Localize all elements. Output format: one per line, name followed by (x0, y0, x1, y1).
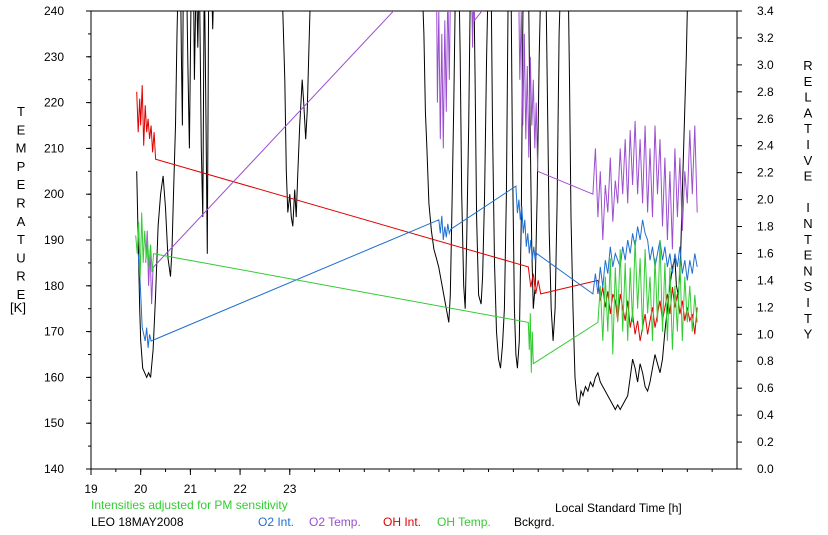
station-date: LEO 18MAY2008 (91, 515, 184, 529)
y-left-tick-label: 140 (44, 462, 64, 476)
right-axis-label-letter: Y (804, 327, 813, 342)
y-right-tick-label: 2.6 (757, 112, 774, 126)
left-axis-label-letter: M (16, 141, 27, 156)
y-right-tick-label: 0.2 (757, 435, 774, 449)
y-left-tick-label: 150 (44, 416, 64, 430)
y-right-tick-label: 3.4 (757, 4, 774, 18)
y-right-tick-label: 3.0 (757, 58, 774, 72)
y-left-tick-label: 160 (44, 370, 64, 384)
y-left-tick-label: 220 (44, 96, 64, 110)
x-tick-label: 19 (84, 482, 98, 496)
series-line-ohtemp (135, 212, 698, 373)
left-axis-label-letter: R (16, 269, 25, 284)
y-left-tick-label: 210 (44, 141, 64, 155)
x-tick-label: 20 (134, 482, 148, 496)
series-line-o2int (137, 185, 698, 348)
y-right-tick-label: 0.6 (757, 381, 774, 395)
left-axis-label-letter: T (17, 104, 25, 119)
y-right-tick-label: 0.8 (757, 354, 774, 368)
right-axis-label-letter: E (804, 169, 813, 184)
left-axis-label-letter: E (17, 122, 26, 137)
y-left-axis: 140 150 160 170 180 190 200 210 220 230 240 (44, 4, 91, 476)
left-axis-label-letter: A (17, 214, 26, 229)
right-axis-label-letter: T (804, 121, 812, 136)
series-line-o2temp (145, 11, 698, 305)
left-axis-label-letter: R (16, 196, 25, 211)
y-right-tick-label: 0.0 (757, 462, 774, 476)
x-axis-title: Local Standard Time [h] (555, 501, 682, 515)
left-axis-label-letter: E (17, 177, 26, 192)
y-right-tick-label: 1.8 (757, 220, 774, 234)
y-left-tick-label: 240 (44, 4, 64, 18)
right-axis-label-letter: I (806, 200, 810, 215)
right-axis-label-letter: T (804, 311, 812, 326)
y-left-tick-label: 180 (44, 279, 64, 293)
right-axis-label-letter: V (804, 153, 813, 168)
y-right-axis: 0.0 0.2 0.4 0.6 0.8 1.0 1.2 1.4 1.6 1.8 2.0 2.2 2.4 2… (737, 4, 774, 476)
legend: O2 Int. O2 Temp. OH Int. OH Temp. Bckgrd. (258, 515, 555, 529)
right-axis-label-letter: A (804, 105, 813, 120)
series-layer (135, 11, 698, 411)
right-axis-label-letter: N (803, 263, 812, 278)
legend-ohtemp: OH Temp. (437, 515, 491, 529)
x-tick-label: 21 (184, 482, 198, 496)
right-axis-label-letter: E (804, 248, 813, 263)
y-right-tick-label: 2.0 (757, 193, 774, 207)
y-right-tick-label: 1.2 (757, 300, 774, 314)
right-axis-label-letter: T (804, 232, 812, 247)
x-axis: 1920212223012345678 (84, 469, 713, 496)
sensitivity-note: Intensities adjusted for PM sensitivity (91, 498, 288, 512)
y-left-tick-label: 200 (44, 187, 64, 201)
y-left-tick-label: 230 (44, 50, 64, 64)
y-right-tick-label: 2.8 (757, 85, 774, 99)
y-left-tick-label: 190 (44, 233, 64, 247)
right-axis-label-letter: I (806, 295, 810, 310)
y-left-tick-label: 170 (44, 325, 64, 339)
left-axis-label-letter: E (17, 287, 26, 302)
y-right-tick-label: 3.2 (757, 31, 774, 45)
legend-o2int: O2 Int. (258, 515, 294, 529)
series-line-bckgrd (136, 11, 688, 411)
x-tick-label: 22 (233, 482, 247, 496)
right-axis-label-letter: E (804, 74, 813, 89)
legend-bckgrd: Bckgrd. (514, 515, 555, 529)
left-axis-label-letter: T (17, 232, 25, 247)
left-axis-unit: [K] (10, 300, 26, 315)
legend-ohint: OH Int. (383, 515, 421, 529)
left-axis-label-letter: U (16, 250, 25, 265)
right-axis-label-letter: S (804, 279, 813, 294)
y-right-tick-label: 1.4 (757, 273, 774, 287)
y-right-tick-label: 1.0 (757, 327, 774, 341)
right-axis-label-letter: R (803, 58, 812, 73)
y-right-tick-label: 2.2 (757, 166, 774, 180)
series-line-ohint (136, 85, 698, 342)
right-axis-label-letter: N (803, 216, 812, 231)
right-axis-label-letter: I (806, 137, 810, 152)
left-axis-label-letter: P (17, 159, 26, 174)
legend-o2temp: O2 Temp. (309, 515, 361, 529)
x-tick-label: 23 (283, 482, 297, 496)
y-right-tick-label: 2.4 (757, 139, 774, 153)
y-right-tick-label: 1.6 (757, 246, 774, 260)
right-axis-label-letter: L (804, 90, 811, 105)
y-right-tick-label: 0.4 (757, 408, 774, 422)
